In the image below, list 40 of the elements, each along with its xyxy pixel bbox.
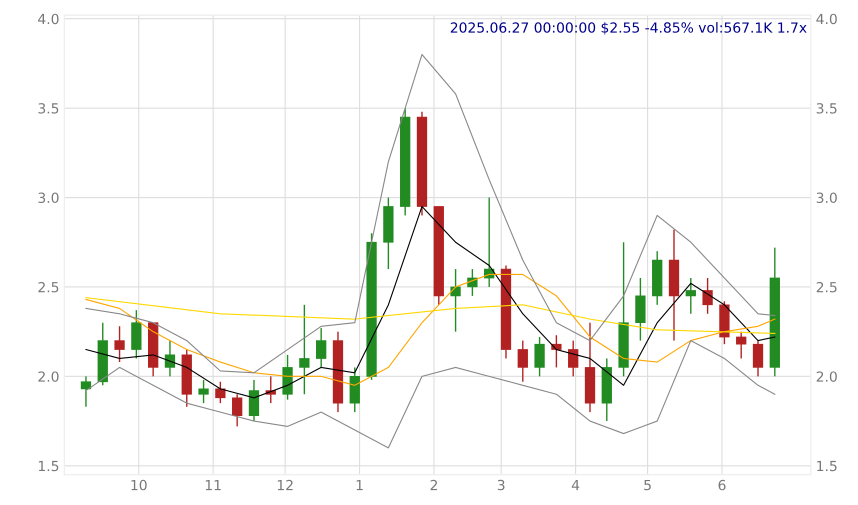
candlestick (198, 379, 209, 404)
candlestick (736, 330, 746, 360)
candlestick (164, 340, 176, 378)
candlestick (114, 326, 125, 363)
candlestick (534, 336, 545, 378)
line-series (85, 297, 776, 334)
y2-tick-label: 2.5 (816, 282, 837, 292)
x-tick-label: 12 (278, 480, 293, 490)
candlestick (232, 394, 242, 428)
candlestick (467, 268, 478, 297)
x-tick-label: 3 (498, 480, 504, 490)
x-tick-label: 5 (644, 480, 651, 490)
y-tick-label: 3.5 (38, 103, 58, 114)
y2-tick-label: 3.5 (816, 103, 837, 114)
line-series (85, 54, 776, 374)
x-tick-label: 2 (430, 480, 438, 490)
x-tick-label: 11 (206, 480, 221, 490)
line-series (85, 206, 776, 398)
candlestick (568, 340, 578, 378)
candlestick (518, 340, 528, 382)
x-tick-label: 1 (356, 480, 363, 490)
y-tick-label: 4.0 (38, 14, 59, 24)
y-tick-label: 2.0 (38, 371, 59, 382)
x-tick-label: 6 (718, 480, 726, 490)
candlestick (316, 327, 326, 368)
y-tick-label: 3.0 (38, 192, 59, 204)
line-series (85, 340, 776, 448)
candlestick (299, 304, 310, 395)
y2-tick-label: 2.0 (816, 371, 837, 382)
y2-tick-label: 4.0 (816, 14, 837, 24)
y2-tick-label: 1.5 (817, 460, 837, 472)
y-tick-label: 1.5 (38, 460, 58, 472)
candlestick (686, 277, 696, 314)
chart-title: 2025.06.27 00:00:00 $2.55 -4.85% vol:567.1K 1.7x (450, 22, 807, 35)
candlestick (215, 381, 226, 404)
x-tick-label: 10 (131, 480, 147, 490)
x-tick-label: 4 (572, 480, 580, 490)
candlestick (752, 340, 764, 378)
y2-tick-label: 3.0 (816, 192, 837, 204)
y-tick-label: 2.5 (38, 282, 58, 292)
